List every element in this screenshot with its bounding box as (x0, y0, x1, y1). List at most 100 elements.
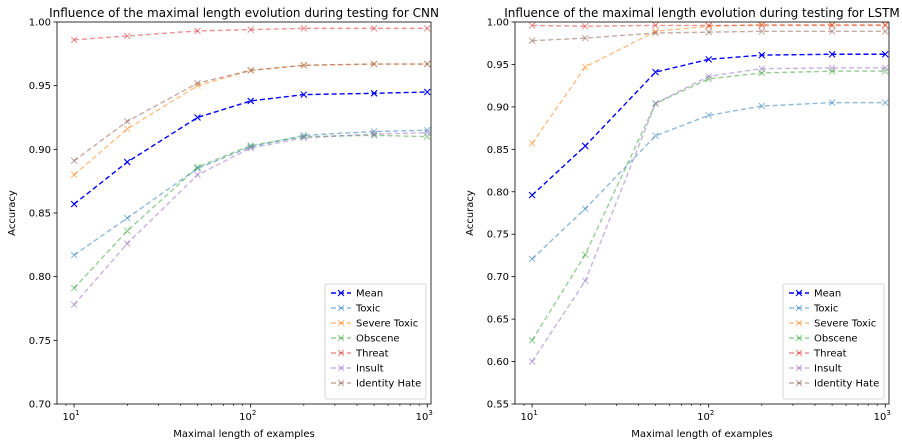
data-point-identity-hate (652, 29, 659, 37)
legend-marker-identity-hate (795, 379, 803, 387)
legend-label-toxic: Toxic (813, 304, 838, 315)
y-tick-label: 0.65 (487, 315, 509, 326)
data-point-obscene (581, 251, 589, 258)
y-tick-label: 0.90 (487, 102, 509, 113)
data-point-threat (528, 22, 536, 29)
legend-label-threat: Threat (355, 349, 389, 360)
data-point-insult (300, 134, 308, 142)
data-point-severe-toxic (581, 63, 589, 71)
data-point-threat (828, 22, 836, 29)
data-point-insult (423, 129, 431, 137)
data-point-threat (758, 22, 766, 29)
legend: Mean Toxic Severe Toxic Obscene Threat Insult… (324, 283, 427, 400)
data-point-insult (370, 130, 378, 138)
y-tick-label: 0.80 (487, 187, 509, 198)
series-identity-hate (70, 60, 431, 165)
data-point-threat (705, 22, 713, 29)
data-point-toxic (194, 165, 201, 172)
y-tick-label: 0.90 (29, 145, 51, 156)
data-point-severe-toxic (758, 22, 766, 28)
data-point-obscene (194, 163, 201, 171)
legend-label-insult: Insult (356, 364, 384, 375)
y-tick-label: 0.95 (29, 81, 51, 92)
data-point-severe-toxic (528, 140, 536, 147)
plot-frame (56, 21, 432, 405)
data-point-threat (247, 26, 255, 34)
data-point-obscene (528, 336, 536, 344)
plot-frame (514, 21, 890, 405)
legend-label-toxic: Toxic (355, 304, 380, 315)
data-point-obscene (123, 227, 131, 235)
x-axis-label: Maximal length of examples (631, 429, 772, 440)
legend-marker-obscene (795, 334, 803, 342)
x-tick-exponent: 3 (886, 409, 890, 417)
data-point-severe-toxic (881, 22, 889, 28)
data-point-threat (370, 24, 378, 32)
data-point-insult (247, 144, 255, 152)
x-tick-label: 101 (63, 409, 80, 423)
data-point-identity-hate (123, 117, 131, 125)
x-tick-label: 102 (239, 409, 256, 423)
data-point-threat (881, 22, 889, 29)
y-axis-label: Accuracy (7, 190, 18, 236)
data-point-mean (705, 55, 713, 63)
data-point-identity-hate (300, 61, 308, 69)
legend-marker-severe-toxic (795, 319, 803, 327)
data-point-threat (123, 32, 131, 40)
data-point-toxic (652, 132, 659, 140)
data-point-toxic (705, 111, 713, 119)
series-insult (528, 64, 889, 365)
data-point-toxic (828, 99, 836, 107)
y-tick-label: 0.55 (487, 400, 509, 411)
y-tick-label: 0.60 (487, 357, 509, 368)
data-point-mean (423, 88, 431, 96)
data-point-insult (828, 64, 836, 72)
data-point-mean (881, 50, 889, 58)
x-tick-label: 101 (521, 409, 538, 423)
series-mean (70, 88, 431, 208)
x-tick-exponent: 1 (75, 409, 79, 417)
legend-marker-severe-toxic (337, 319, 345, 327)
data-point-insult (528, 358, 536, 365)
x-tick-label: 103 (416, 409, 433, 423)
data-point-threat (194, 27, 201, 35)
data-point-identity-hate (194, 79, 201, 87)
x-tick-label: 102 (697, 409, 714, 423)
legend-marker-threat (795, 349, 803, 357)
data-point-mean (70, 200, 78, 208)
legend-label-insult: Insult (814, 364, 842, 375)
y-axis-label: Accuracy (465, 190, 476, 236)
y-tick-label: 0.75 (29, 336, 51, 347)
lstm-chart-panel: Influence of the maximal length evolutio… (465, 6, 900, 440)
legend-marker-toxic (795, 304, 803, 312)
y-tick-label: 0.85 (29, 209, 51, 220)
plot-area (70, 24, 431, 309)
data-point-mean (528, 191, 536, 199)
data-point-threat (70, 36, 78, 44)
data-point-threat (581, 22, 589, 30)
data-point-toxic (123, 214, 131, 222)
x-tick-base: 10 (874, 412, 887, 423)
y-tick-label: 0.70 (487, 272, 509, 283)
legend-marker-identity-hate (337, 379, 345, 387)
series-toxic (528, 99, 889, 263)
plot-area (528, 22, 889, 365)
data-point-insult (70, 301, 78, 309)
data-point-insult (194, 171, 201, 179)
series-threat (528, 22, 889, 30)
data-point-toxic (528, 255, 536, 263)
legend-marker-obscene (337, 334, 345, 342)
data-point-insult (581, 277, 589, 285)
x-tick-base: 10 (239, 412, 252, 423)
legend-box (782, 283, 885, 400)
data-point-obscene (70, 284, 78, 292)
x-tick-exponent: 3 (428, 409, 432, 417)
series-severe-toxic (528, 22, 889, 147)
data-point-mean (652, 68, 659, 76)
y-tick-label: 0.95 (487, 60, 509, 71)
data-point-mean (247, 97, 255, 105)
data-point-identity-hate (758, 27, 766, 35)
data-point-mean (370, 89, 378, 97)
x-tick-base: 10 (521, 412, 534, 423)
legend-marker-mean (795, 289, 803, 297)
